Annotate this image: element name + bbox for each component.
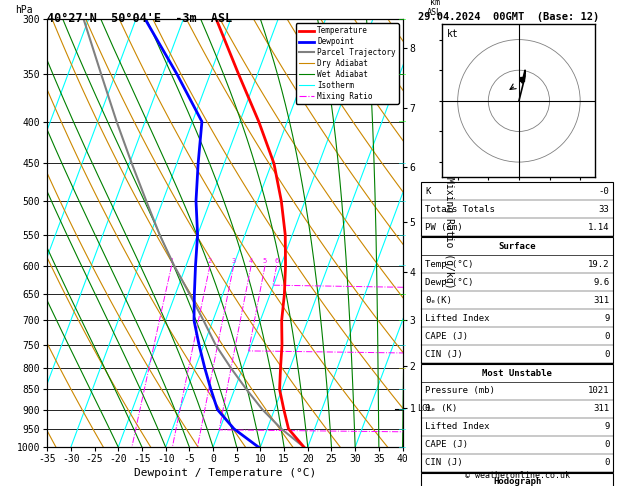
Text: -0: -0 <box>599 187 610 196</box>
Text: 311: 311 <box>593 404 610 414</box>
Text: 0: 0 <box>604 349 610 359</box>
Text: LCL: LCL <box>417 404 431 413</box>
Text: ―: ― <box>399 317 406 323</box>
Text: hPa: hPa <box>15 5 33 15</box>
Y-axis label: Mixing Ratio (g/kg): Mixing Ratio (g/kg) <box>444 177 454 289</box>
Text: 1: 1 <box>169 258 174 264</box>
Text: ―: ― <box>399 17 406 22</box>
Text: ―: ― <box>399 342 406 348</box>
Text: 0: 0 <box>604 458 610 468</box>
Text: ―: ― <box>399 160 406 167</box>
Text: CIN (J): CIN (J) <box>425 458 463 468</box>
Text: 9.6: 9.6 <box>593 278 610 287</box>
Text: © weatheronline.co.uk: © weatheronline.co.uk <box>465 471 570 480</box>
Text: θₑ(K): θₑ(K) <box>425 295 452 305</box>
Text: CAPE (J): CAPE (J) <box>425 440 468 450</box>
Text: kt: kt <box>447 29 459 39</box>
Text: Most Unstable: Most Unstable <box>482 368 552 378</box>
Text: PW (cm): PW (cm) <box>425 223 463 232</box>
Text: 1.14: 1.14 <box>588 223 610 232</box>
Text: ―: ― <box>399 71 406 77</box>
Text: ―: ― <box>399 407 406 413</box>
Text: CAPE (J): CAPE (J) <box>425 331 468 341</box>
Text: ―: ― <box>399 291 406 297</box>
Text: 9: 9 <box>604 422 610 432</box>
Text: Hodograph: Hodograph <box>493 477 542 486</box>
Text: CIN (J): CIN (J) <box>425 349 463 359</box>
Text: ―: ― <box>399 198 406 204</box>
Text: 311: 311 <box>593 295 610 305</box>
Text: ―: ― <box>399 119 406 124</box>
Text: Totals Totals: Totals Totals <box>425 205 495 214</box>
Text: km
ASL: km ASL <box>427 0 442 17</box>
Text: Lifted Index: Lifted Index <box>425 313 490 323</box>
Text: Temp (°C): Temp (°C) <box>425 260 474 269</box>
Text: 1021: 1021 <box>588 386 610 396</box>
Text: Dewp (°C): Dewp (°C) <box>425 278 474 287</box>
Text: 4: 4 <box>249 258 253 264</box>
Text: 9: 9 <box>604 313 610 323</box>
Legend: Temperature, Dewpoint, Parcel Trajectory, Dry Adiabat, Wet Adiabat, Isotherm, Mi: Temperature, Dewpoint, Parcel Trajectory… <box>296 23 399 104</box>
Text: ―: ― <box>399 444 406 450</box>
Text: Pressure (mb): Pressure (mb) <box>425 386 495 396</box>
Text: ―: ― <box>399 426 406 432</box>
Text: 33: 33 <box>599 205 610 214</box>
Text: 6: 6 <box>274 258 279 264</box>
Text: K: K <box>425 187 431 196</box>
Text: θₑ (K): θₑ (K) <box>425 404 457 414</box>
Text: ―: ― <box>399 386 406 392</box>
Text: ―: ― <box>399 232 406 238</box>
Text: Lifted Index: Lifted Index <box>425 422 490 432</box>
Text: 0: 0 <box>604 331 610 341</box>
Text: 3: 3 <box>231 258 236 264</box>
Text: 5: 5 <box>263 258 267 264</box>
Text: 0: 0 <box>604 440 610 450</box>
Text: ―: ― <box>399 365 406 371</box>
Text: 40°27'N  50°04'E  -3m  ASL: 40°27'N 50°04'E -3m ASL <box>47 12 233 25</box>
Text: 19.2: 19.2 <box>588 260 610 269</box>
Text: Surface: Surface <box>499 242 536 251</box>
Text: ―: ― <box>399 262 406 269</box>
Text: 29.04.2024  00GMT  (Base: 12): 29.04.2024 00GMT (Base: 12) <box>418 12 599 22</box>
X-axis label: Dewpoint / Temperature (°C): Dewpoint / Temperature (°C) <box>134 468 316 478</box>
Text: 2: 2 <box>208 258 212 264</box>
